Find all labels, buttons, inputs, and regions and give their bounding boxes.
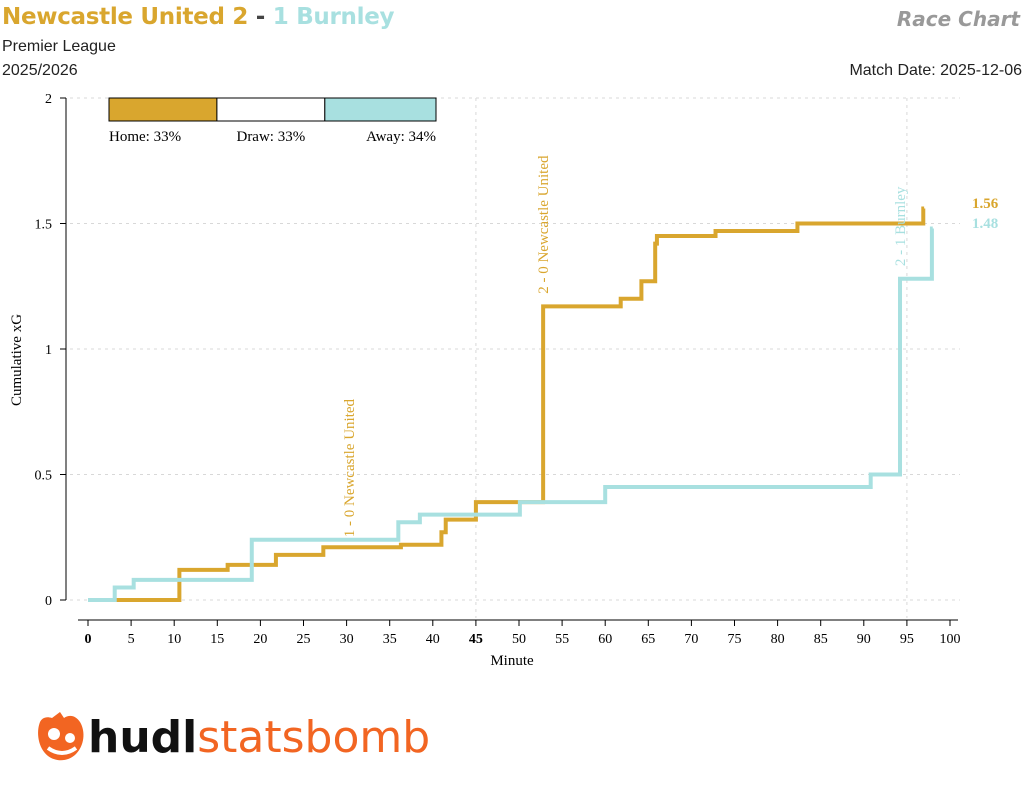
goal-annotation: 2 - 0 Newcastle United	[536, 155, 552, 294]
home-final-xg-label: 1.56	[972, 196, 999, 212]
y-tick-label: 2	[45, 92, 52, 107]
draw-probability-label: Draw: 33%	[236, 129, 305, 145]
x-tick-label: 50	[512, 632, 526, 647]
y-tick-label: 1	[45, 343, 52, 358]
home-probability-segment	[108, 97, 218, 122]
x-tick-label: 85	[814, 632, 828, 647]
x-tick-label: 70	[684, 632, 698, 647]
x-tick-label: 55	[555, 632, 569, 647]
away-score: 1	[272, 4, 289, 30]
x-tick-label: 10	[167, 632, 181, 647]
x-tick-label: 80	[771, 632, 785, 647]
goal-annotation: 1 - 0 Newcastle United	[342, 398, 358, 537]
y-axis-label: Cumulative xG	[9, 314, 25, 406]
match-date: Match Date: 2025-12-06	[849, 62, 1022, 79]
brand-wordmark: hudlstatsbomb	[88, 708, 430, 768]
x-tick-label: 90	[857, 632, 871, 647]
brand-statsbomb: statsbomb	[197, 712, 431, 763]
draw-probability-segment	[216, 97, 326, 122]
x-tick-label: 75	[728, 632, 742, 647]
x-tick-label: 25	[297, 632, 311, 647]
x-tick-label: 30	[340, 632, 354, 647]
x-tick-label: 95	[900, 632, 914, 647]
home-probability-label: Home: 33%	[109, 129, 181, 145]
y-tick-label: 1.5	[35, 218, 53, 233]
away-final-xg-label: 1.48	[972, 216, 998, 232]
home-score: 2	[232, 4, 249, 30]
away-xg-line	[88, 226, 934, 602]
y-tick-label: 0.5	[35, 469, 53, 484]
x-axis-label: Minute	[490, 653, 534, 669]
away-probability-label: Away: 34%	[366, 129, 436, 145]
x-tick-label: 40	[426, 632, 440, 647]
x-tick-label: 15	[210, 632, 224, 647]
y-tick-label: 0	[45, 594, 52, 609]
race-chart: 00.511.520 5 10 15 20 25 30 35 40 45 50 55 60 65 70 75 8…	[9, 92, 999, 669]
season: 2025/2026	[2, 62, 78, 79]
match-title: Newcastle United 2 - 1 Burnley	[2, 4, 394, 30]
x-tick-label: 35	[383, 632, 397, 647]
x-tick-label: 45	[469, 632, 483, 647]
score-separator: -	[255, 4, 266, 30]
x-tick-label: 5	[128, 632, 135, 647]
goal-annotation: 2 - 1 Burnley	[893, 186, 909, 266]
x-tick-label: 100	[940, 632, 961, 647]
home-team-name: Newcastle United	[2, 4, 225, 30]
competition-name: Premier League	[2, 38, 116, 55]
x-tick-label: 0	[85, 632, 92, 647]
x-tick-label: 65	[641, 632, 655, 647]
chart-type-label: Race Chart	[896, 7, 1020, 31]
brand-hudl: hudl	[88, 712, 198, 763]
away-probability-segment	[324, 97, 437, 122]
statsbomb-logo-icon	[38, 712, 84, 761]
x-tick-label: 20	[253, 632, 267, 647]
home-xg-line	[88, 206, 926, 602]
x-tick-label: 60	[598, 632, 612, 647]
away-team-name: Burnley	[296, 4, 395, 30]
